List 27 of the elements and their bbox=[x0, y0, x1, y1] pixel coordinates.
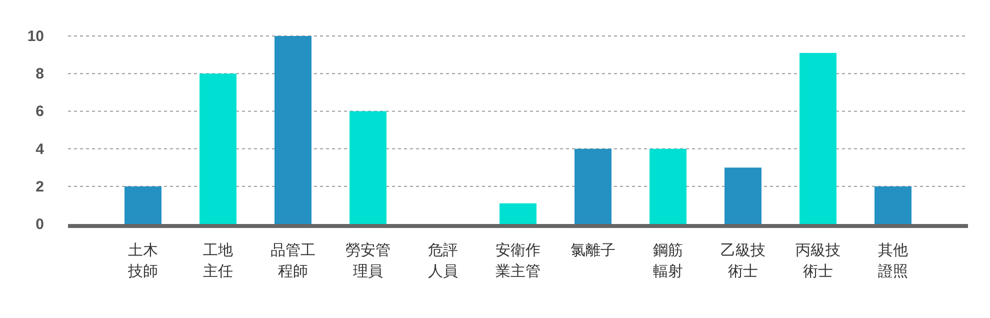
bar bbox=[274, 36, 312, 224]
y-tick-label: 4 bbox=[36, 140, 45, 158]
y-tick-label: 8 bbox=[36, 66, 44, 83]
x-tick-label: 工地主任 bbox=[202, 240, 234, 282]
x-tick-label: 丙級技術士 bbox=[795, 240, 841, 282]
bar bbox=[350, 111, 386, 224]
bar bbox=[124, 186, 162, 224]
y-tick-label: 2 bbox=[36, 178, 44, 196]
x-tick-label: 其他證照 bbox=[878, 240, 908, 282]
y-tick-label: 10 bbox=[27, 28, 44, 45]
bar bbox=[650, 148, 686, 224]
x-tick-label: 氯離子 bbox=[570, 240, 616, 261]
x-tick-label: 品管工程師 bbox=[270, 240, 316, 282]
y-tick-label: 0 bbox=[36, 216, 44, 233]
bar bbox=[500, 203, 536, 224]
x-tick-label: 乙級技術士 bbox=[720, 240, 766, 282]
bar bbox=[200, 74, 236, 224]
x-tick-label: 土木技師 bbox=[128, 240, 158, 282]
x-tick-label: 安衛作業主管 bbox=[495, 240, 541, 282]
y-tick-label: 6 bbox=[36, 103, 44, 120]
x-tick-label: 鋼筋輻射 bbox=[652, 240, 684, 282]
bar bbox=[800, 52, 836, 224]
x-tick-label: 勞安管理員 bbox=[345, 240, 391, 282]
x-tick-label: 危評人員 bbox=[428, 240, 458, 282]
bar bbox=[724, 168, 762, 224]
bar bbox=[874, 186, 912, 224]
bar bbox=[574, 148, 612, 224]
